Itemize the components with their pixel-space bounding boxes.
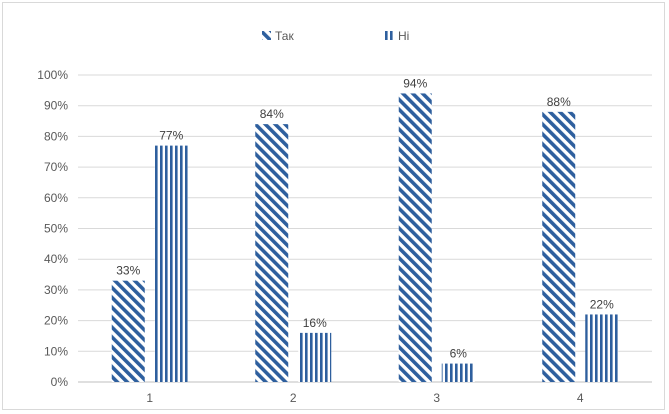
x-tick-label: 4 — [577, 391, 584, 405]
x-tick-label: 3 — [433, 391, 440, 405]
y-tick-label: 100% — [37, 68, 68, 82]
x-tick-label: 1 — [146, 391, 153, 405]
y-tick-label: 20% — [44, 314, 68, 328]
data-label: 22% — [590, 297, 614, 311]
bar-ni — [298, 332, 332, 382]
data-label: 94% — [403, 76, 427, 90]
bar-ni — [154, 145, 188, 382]
y-tick-label: 30% — [44, 283, 68, 297]
y-tick-label: 60% — [44, 191, 68, 205]
bar-ni — [441, 363, 475, 382]
legend-label-tak: Так — [275, 29, 294, 43]
y-tick-label: 40% — [44, 252, 68, 266]
y-tick-label: 80% — [44, 129, 68, 143]
bar-ni — [585, 314, 619, 382]
y-tick-label: 10% — [44, 344, 68, 358]
legend-swatch-ni — [385, 31, 394, 40]
legend: Так Ні — [262, 29, 409, 43]
data-label: 88% — [547, 95, 571, 109]
data-label: 16% — [303, 316, 327, 330]
legend-label-ni: Ні — [398, 29, 409, 43]
bar-tak — [542, 111, 576, 382]
y-tick-label: 0% — [51, 375, 69, 389]
data-label: 33% — [116, 264, 140, 278]
y-tick-label: 70% — [44, 160, 68, 174]
bar-tak — [398, 93, 432, 383]
y-tick-label: 50% — [44, 222, 68, 236]
x-tick-label: 2 — [290, 391, 297, 405]
bar-tak — [111, 280, 145, 382]
data-label: 84% — [260, 107, 284, 121]
bar-tak — [255, 124, 289, 383]
legend-swatch-tak — [262, 31, 271, 40]
y-tick-label: 90% — [44, 99, 68, 113]
data-label: 77% — [159, 129, 183, 143]
data-label: 6% — [450, 347, 468, 361]
